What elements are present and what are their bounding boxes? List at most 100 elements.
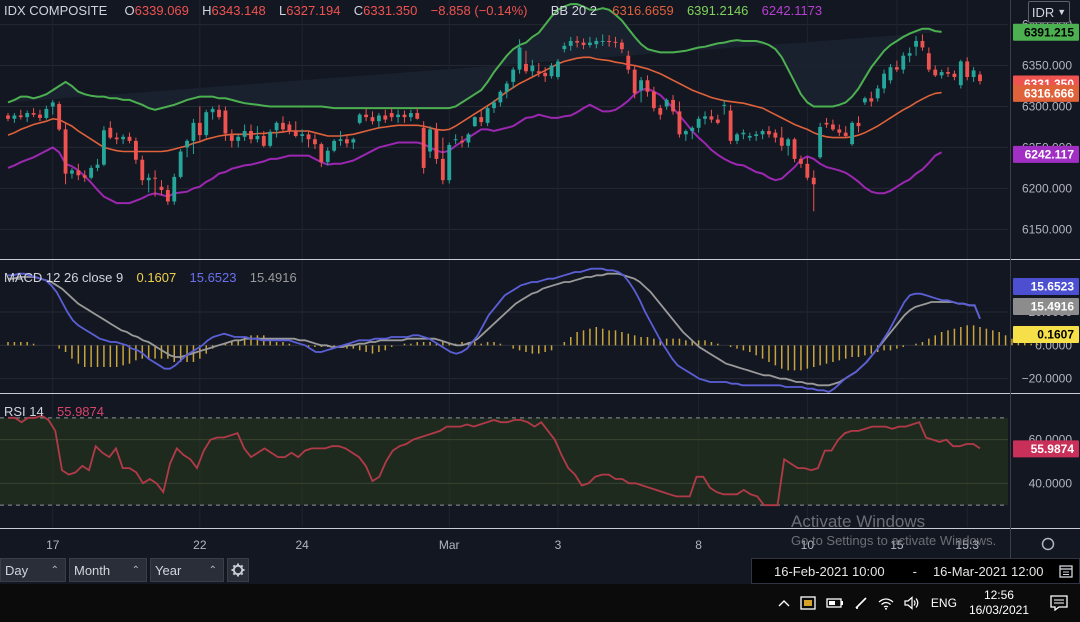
candle-body — [524, 63, 528, 72]
candle-body — [255, 135, 260, 140]
rsi-pane — [0, 414, 1008, 507]
macd-signal-line — [8, 272, 981, 387]
notification-icon[interactable] — [1050, 595, 1068, 611]
time-tick-label: 15:3 — [956, 538, 980, 552]
rsi-value-badge — [1013, 440, 1079, 458]
battery-icon[interactable] — [826, 598, 844, 608]
interval-month-button[interactable]: Month ⌃ — [69, 558, 147, 582]
candle-body — [396, 114, 400, 118]
candle-body — [696, 118, 701, 128]
wifi-icon[interactable] — [878, 597, 894, 610]
time-axis[interactable]: 17 22 24 Mar 3 8 10 15 15:3 — [46, 537, 1055, 552]
time-tick-label: 3 — [555, 538, 562, 552]
candle-body — [191, 122, 196, 141]
time-tick-label: 15 — [890, 538, 904, 552]
range-to[interactable]: 16-Mar-2021 12:00 — [932, 563, 1044, 579]
candle-body — [517, 47, 522, 70]
bb-lower-value: 6242.1173 — [761, 3, 823, 18]
candle-body — [543, 72, 548, 77]
low-value: 6327.194 — [286, 3, 341, 18]
hist-value-badge-text: 0.1607 — [1037, 328, 1074, 342]
date-range-selector[interactable]: 16-Feb-2021 10:00 - 16-Mar-2021 12:00 — [751, 558, 1080, 584]
candle-body — [703, 116, 707, 119]
candle-body — [933, 69, 938, 76]
chart-canvas[interactable]: 6150.0006200.0006250.0006300.0006350.000… — [0, 0, 1080, 584]
macd-legend-label[interactable]: MACD 12 26 close 9 — [4, 270, 124, 285]
candle-body — [76, 170, 81, 176]
pane-dividers[interactable] — [0, 0, 1080, 558]
clock[interactable]: 12:56 16/03/2021 — [969, 588, 1029, 618]
bb-basis-line — [7, 56, 942, 153]
chevron-up-icon: ⌃ — [208, 564, 217, 576]
app-tray-icon[interactable] — [800, 596, 816, 610]
candle-body — [549, 65, 554, 77]
candle-body — [875, 88, 880, 99]
high-label: H — [202, 3, 212, 18]
candle-body — [281, 122, 285, 130]
candle-body — [325, 150, 330, 163]
settings-button[interactable] — [227, 558, 249, 582]
currency-button[interactable]: IDR ▼ — [1028, 1, 1070, 23]
candle-body — [939, 72, 944, 76]
macd-legend-hist: 0.1607 — [136, 270, 177, 285]
chevron-up-icon[interactable] — [778, 598, 790, 608]
interval-year-label: Year — [155, 562, 182, 578]
candle-body — [351, 139, 356, 143]
signal-value-badge-text: 15.4916 — [1031, 300, 1075, 314]
candle-body — [229, 135, 234, 141]
bb-label[interactable]: BB 20 2 — [550, 3, 597, 18]
candle-body — [664, 99, 669, 107]
candle-body — [95, 164, 100, 168]
candle-body — [376, 115, 381, 122]
symbol-name[interactable]: IDX COMPOSITE — [4, 3, 108, 18]
candle-body — [709, 116, 714, 120]
rsi-legend-label[interactable]: RSI 14 — [4, 404, 44, 419]
chevron-up-icon: ⌃ — [50, 564, 59, 576]
interval-year-button[interactable]: Year ⌃ — [150, 558, 224, 582]
candle-body — [600, 40, 605, 42]
watermark-title: Activate Windows — [791, 512, 926, 531]
bb-basis-badge-text: 6316.666 — [1024, 86, 1074, 100]
price-tick-label: 6350.000 — [1022, 59, 1072, 73]
bb-basis-badge — [1013, 84, 1079, 102]
candle-body — [319, 144, 324, 163]
language-indicator[interactable]: ENG — [930, 596, 957, 610]
open-label: O — [124, 3, 135, 18]
volume-icon[interactable] — [904, 596, 920, 610]
pen-icon[interactable] — [854, 596, 868, 610]
candle-body — [408, 113, 413, 118]
macd-line — [8, 267, 981, 393]
bb-upper-badge — [1013, 23, 1079, 41]
candle-body — [779, 137, 784, 146]
time-tick-label: 10 — [801, 538, 815, 552]
candle-body — [434, 129, 439, 159]
calendar-icon[interactable] — [1059, 564, 1073, 578]
price-axis[interactable]: 6150.0006200.0006250.0006300.0006350.000… — [1013, 18, 1079, 491]
candle-body — [594, 40, 599, 45]
candle-body — [735, 134, 739, 141]
candle-body — [843, 132, 848, 136]
candle-body — [498, 91, 503, 103]
candle-body — [82, 175, 87, 178]
settings-gear-icon[interactable] — [1041, 537, 1055, 551]
close-value: 6331.350 — [363, 3, 418, 18]
candle-body — [511, 69, 516, 82]
interval-day-button[interactable]: Day ⌃ — [0, 558, 66, 582]
candle-body — [261, 135, 266, 146]
rsi-value-badge-text: 55.9874 — [1031, 442, 1075, 456]
candle-body — [671, 99, 675, 112]
chevron-down-icon: ▼ — [1057, 7, 1067, 17]
candle-body — [121, 136, 126, 140]
candle-body — [313, 139, 317, 145]
candle-body — [453, 139, 458, 141]
candle-body — [882, 73, 886, 89]
signal-value-badge — [1013, 298, 1079, 315]
candle-body — [639, 80, 643, 91]
time-tick-label: Mar — [439, 538, 460, 552]
candle-body — [133, 140, 138, 160]
candle-body — [888, 67, 893, 81]
range-from[interactable]: 16-Feb-2021 10:00 — [774, 563, 885, 579]
candle-body — [862, 98, 867, 103]
candle-body — [958, 61, 963, 86]
bb-basis-value: 6316.6659 — [612, 3, 674, 18]
